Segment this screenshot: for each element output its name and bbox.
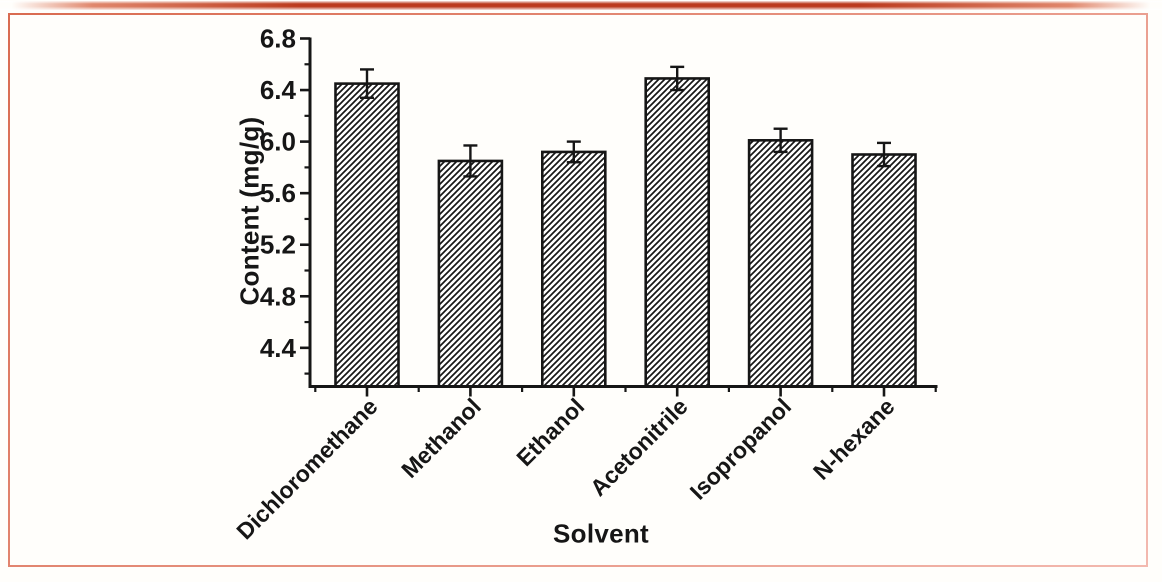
error-bar (877, 141, 891, 168)
y-tick-label: 4.4 (260, 333, 297, 363)
bar (851, 153, 917, 388)
bar (437, 159, 504, 388)
y-tick-label: 6.8 (260, 24, 296, 54)
x-axis-title: Solvent (552, 518, 650, 549)
error-bar (773, 127, 788, 154)
category-label: Acetonitrile (585, 393, 693, 501)
bar (540, 150, 607, 388)
category-label: Ethanol (511, 393, 589, 471)
bar (334, 82, 400, 388)
error-bar (463, 144, 478, 178)
bar-group (334, 68, 400, 388)
category-label: Methanol (396, 393, 486, 483)
bar-group (540, 140, 607, 388)
y-tick-label: 6.4 (260, 75, 297, 105)
bar-group (747, 127, 814, 388)
error-bar (670, 65, 685, 92)
category-label: Dichloromethane (231, 393, 382, 544)
y-axis-title: Content (mg/g) (234, 116, 265, 306)
error-bar (566, 140, 581, 164)
y-tick-label: 4.8 (260, 281, 296, 311)
bar-group (851, 141, 917, 388)
category-label: Isopropanol (685, 393, 796, 504)
bar-group (437, 144, 504, 388)
category-label: N-hexane (808, 393, 900, 485)
y-tick-label: 5.6 (260, 178, 296, 208)
y-tick-label: 6.0 (260, 127, 296, 157)
error-bar (360, 68, 374, 99)
bar (747, 139, 814, 388)
bar (644, 77, 711, 388)
top-accent-gradient-bar (0, 1, 1162, 10)
bar-group (644, 65, 711, 388)
y-tick-label: 5.2 (260, 230, 296, 260)
